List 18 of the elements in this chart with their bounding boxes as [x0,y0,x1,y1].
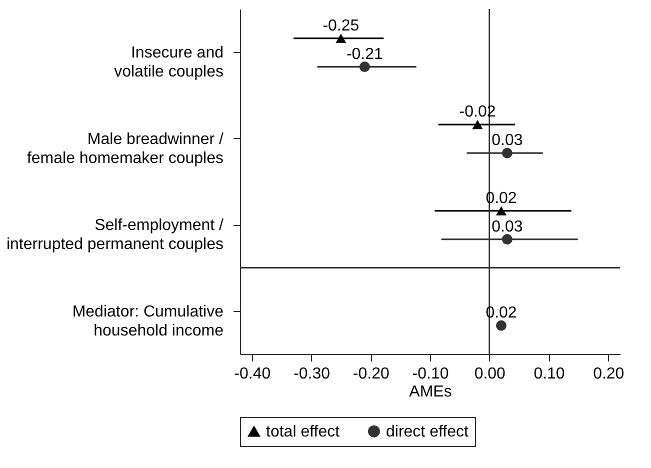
data-label: 0.03 [492,218,523,236]
data-label: 0.03 [492,132,523,150]
x-tick-label: 0.00 [474,366,506,382]
x-tick-label: -0.10 [412,366,449,382]
y-tick-label: Insecure and volatile couples [114,44,224,81]
x-tick-label: -0.30 [294,366,330,382]
y-tick-label: Self-employment / interrupted permanent couples [6,217,224,254]
y-tick-label: Mediator: Cumulative household income [72,303,224,340]
x-tick-label: 0.10 [534,366,565,382]
x-tick-label: 0.20 [593,366,624,382]
x-tick-label: -0.40 [234,366,271,382]
legend-label: direct effect [386,423,469,440]
data-label: -0.21 [346,46,384,63]
y-tick-label: Male breadwinner / female homemaker couples [26,130,224,167]
x-tick-label: -0.20 [352,366,390,382]
data-label: -0.25 [322,17,360,34]
legend-label: total effect [266,424,340,440]
x-axis-title: AMEs [409,384,452,400]
